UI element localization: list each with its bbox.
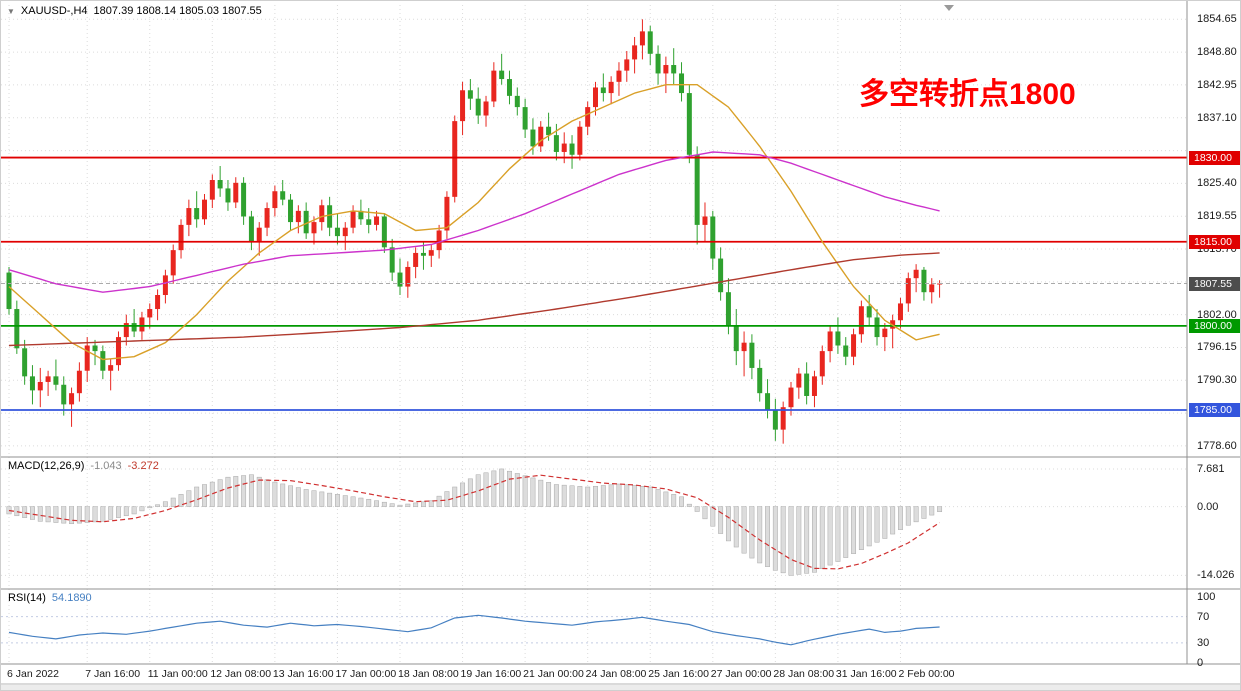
price-tick-label: 1778.60 bbox=[1197, 439, 1237, 452]
time-axis-label: 28 Jan 08:00 bbox=[773, 668, 835, 680]
rsi-value: 54.1890 bbox=[51, 592, 92, 604]
levels-layer bbox=[1, 156, 1187, 411]
price-tick-label: 1837.10 bbox=[1197, 111, 1237, 124]
symbol-dropdown-icon[interactable]: ▼ bbox=[7, 6, 15, 16]
time-axis-label: 2 Feb 00:00 bbox=[898, 668, 955, 680]
macd-axis-label: -14.026 bbox=[1197, 569, 1235, 582]
rsi-axis-label: 100 bbox=[1197, 591, 1216, 603]
price-tick-label: 1854.65 bbox=[1197, 13, 1237, 26]
macd-signal-value: -3.272 bbox=[127, 460, 159, 472]
time-axis-label: 13 Jan 16:00 bbox=[272, 668, 334, 680]
price-level-badge: 1785.00 bbox=[1189, 403, 1240, 417]
time-axis-label: 12 Jan 08:00 bbox=[210, 668, 272, 680]
price-level-badge: 1830.00 bbox=[1189, 150, 1240, 165]
price-level-badge: 1800.00 bbox=[1189, 318, 1240, 333]
rsi-line bbox=[8, 614, 940, 646]
macd-axis-label: 7.681 bbox=[1197, 462, 1225, 475]
chart-header: ▼ XAUUSD-,H4 1807.39 1808.14 1805.03 180… bbox=[7, 5, 262, 17]
annotation-text: 多空转折点1800 bbox=[859, 78, 1076, 111]
price-tick-label: 1802.00 bbox=[1197, 308, 1237, 321]
time-axis-label: 11 Jan 00:00 bbox=[147, 668, 208, 680]
window-bottom-strip bbox=[1, 685, 1240, 690]
macd-indicator-label: MACD(12,26,9) -1.043 -3.272 bbox=[8, 460, 159, 472]
ohlc-values: 1807.39 1808.14 1805.03 1807.55 bbox=[93, 5, 262, 17]
grid-layer bbox=[1, 5, 1187, 663]
macd-axis-label: 0.00 bbox=[1197, 500, 1219, 513]
rsi-indicator-label: RSI(14) 54.1890 bbox=[8, 592, 92, 604]
rsi-name: RSI(14) bbox=[8, 592, 46, 604]
ma-fast-orange bbox=[8, 84, 940, 361]
moving-averages-layer bbox=[8, 84, 940, 361]
time-axis-label: 19 Jan 16:00 bbox=[460, 668, 522, 680]
rsi-axis-label: 0 bbox=[1197, 656, 1204, 669]
chart-shift-marker bbox=[944, 5, 954, 11]
symbol-period-label: XAUUSD-,H4 bbox=[20, 5, 88, 17]
time-axis-label: 27 Jan 00:00 bbox=[710, 668, 772, 680]
ma-slow-darkred bbox=[8, 252, 940, 347]
time-axis: 6 Jan 2022 7 Jan 16:00 11 Jan 00:00 12 Jan … bbox=[1, 664, 1240, 684]
price-tick-label: 1848.80 bbox=[1197, 46, 1237, 59]
price-level-badge: 1815.00 bbox=[1189, 234, 1240, 249]
macd-signal-line bbox=[8, 474, 940, 570]
time-axis-label: 25 Jan 16:00 bbox=[648, 668, 709, 680]
price-tick-label: 1825.40 bbox=[1197, 177, 1237, 190]
time-axis-label: 17 Jan 00:00 bbox=[335, 668, 397, 680]
candles-layer bbox=[6, 19, 943, 444]
time-axis-label: 21 Jan 00:00 bbox=[523, 668, 584, 680]
price-tick-label: 1842.95 bbox=[1197, 78, 1237, 91]
macd-main-value: -1.043 bbox=[90, 460, 122, 472]
rsi-axis-label: 70 bbox=[1197, 610, 1210, 623]
price-axis: 1854.65 1848.80 1842.95 1837.10 1825.40 1819.… bbox=[1189, 1, 1240, 684]
ma-mid-magenta bbox=[8, 151, 940, 293]
time-axis-label: 6 Jan 2022 bbox=[7, 668, 59, 680]
time-axis-label: 7 Jan 16:00 bbox=[85, 668, 141, 680]
time-axis-label: 31 Jan 16:00 bbox=[835, 668, 897, 680]
price-tick-label: 1796.15 bbox=[1197, 341, 1237, 354]
rsi-axis-label: 30 bbox=[1197, 636, 1210, 649]
time-axis-label: 18 Jan 08:00 bbox=[398, 668, 459, 680]
price-tick-label: 1819.55 bbox=[1197, 210, 1237, 223]
time-axis-label: 24 Jan 08:00 bbox=[585, 668, 647, 680]
macd-layer bbox=[6, 468, 943, 576]
price-tick-label: 1790.30 bbox=[1197, 374, 1237, 387]
rsi-layer bbox=[8, 614, 940, 646]
price-level-badge: 1807.55 bbox=[1189, 276, 1240, 291]
macd-name: MACD(12,26,9) bbox=[8, 460, 85, 472]
